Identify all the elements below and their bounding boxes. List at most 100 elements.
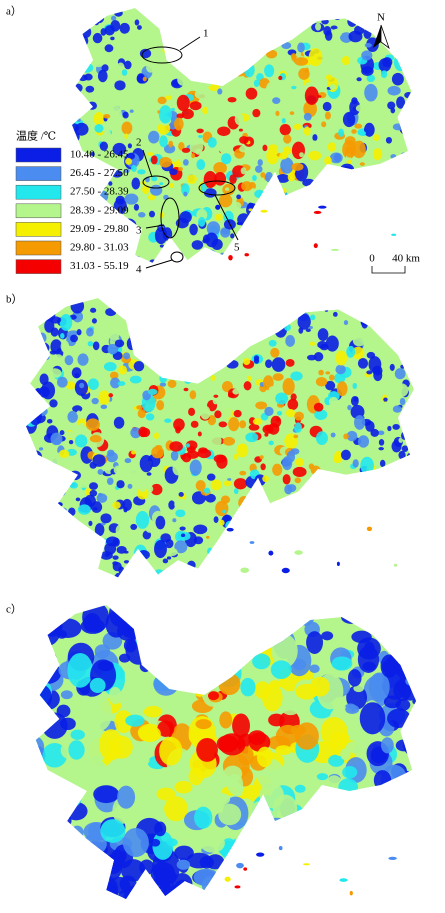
terrain-patch	[26, 298, 32, 302]
terrain-patch	[70, 459, 80, 466]
terrain-patch	[123, 573, 133, 578]
terrain-patch	[43, 885, 55, 893]
island	[236, 221, 243, 226]
terrain-patch	[379, 459, 386, 468]
terrain-patch	[325, 371, 331, 375]
terrain-patch	[139, 660, 151, 673]
terrain-patch	[193, 262, 203, 263]
terrain-patch	[30, 458, 40, 471]
terrain-patch	[252, 808, 276, 825]
terrain-patch	[356, 849, 368, 858]
terrain-patch	[164, 796, 188, 822]
terrain-patch	[324, 30, 333, 41]
terrain-patch	[218, 672, 241, 696]
terrain-patch	[259, 455, 264, 460]
terrain-patch	[392, 312, 402, 324]
terrain-patch	[159, 244, 165, 248]
terrain-patch	[408, 536, 414, 551]
terrain-patch	[397, 230, 411, 247]
terrain-patch	[311, 857, 323, 869]
terrain-patch	[366, 314, 377, 322]
terrain-patch	[35, 649, 57, 666]
terrain-patch	[275, 110, 280, 117]
terrain-patch	[245, 432, 259, 443]
terrain-patch	[317, 495, 324, 503]
terrain-patch	[314, 884, 338, 899]
terrain-patch	[308, 197, 314, 201]
terrain-patch	[130, 523, 138, 530]
terrain-patch	[130, 560, 141, 569]
terrain-patch	[396, 866, 411, 883]
terrain-patch	[219, 322, 228, 328]
terrain-patch	[144, 618, 158, 631]
terrain-patch	[321, 488, 336, 503]
legend-label: 28.39 - 29.09	[70, 204, 129, 216]
ellipse-marker	[160, 197, 180, 239]
terrain-patch	[346, 605, 365, 621]
terrain-patch	[307, 184, 319, 195]
terrain-patch	[90, 888, 105, 899]
terrain-patch	[355, 177, 364, 184]
terrain-patch	[239, 145, 248, 153]
terrain-patch	[193, 536, 204, 545]
terrain-patch	[400, 625, 417, 662]
terrain-patch	[30, 353, 38, 360]
terrain-patch	[393, 635, 417, 656]
terrain-patch	[191, 153, 196, 159]
terrain-patch	[38, 809, 66, 826]
terrain-patch	[60, 518, 67, 526]
terrain-patch	[330, 605, 343, 616]
terrain-patch	[50, 432, 63, 446]
terrain-patch	[231, 538, 246, 557]
terrain-patch	[397, 845, 417, 867]
terrain-patch	[380, 484, 392, 496]
terrain-patch	[67, 652, 93, 688]
terrain-patch	[331, 254, 337, 258]
terrain-patch	[127, 152, 136, 160]
terrain-patch	[287, 398, 299, 411]
terrain-patch	[303, 516, 310, 525]
terrain-patch	[360, 456, 374, 475]
terrain-patch	[200, 183, 207, 192]
terrain-patch	[165, 547, 178, 557]
terrain-patch	[177, 300, 187, 312]
terrain-patch	[139, 455, 153, 473]
terrain-patch	[387, 425, 392, 432]
terrain-patch	[390, 474, 398, 481]
terrain-patch	[226, 359, 239, 369]
terrain-patch	[32, 302, 45, 320]
terrain-patch	[252, 888, 264, 897]
terrain-patch	[254, 165, 263, 173]
terrain-patch	[233, 488, 239, 495]
scale-label: 40 km	[392, 253, 420, 265]
terrain-patch	[233, 201, 242, 210]
terrain-patch	[249, 880, 261, 890]
terrain-patch	[110, 20, 121, 32]
terrain-patch	[29, 542, 38, 550]
terrain-patch	[292, 466, 307, 478]
terrain-patch	[329, 301, 336, 307]
terrain-patch	[207, 20, 221, 38]
terrain-patch	[214, 410, 222, 419]
terrain-patch	[26, 439, 30, 445]
map	[26, 298, 414, 578]
terrain-patch	[229, 174, 237, 185]
terrain-patch	[368, 356, 382, 373]
terrain-patch	[355, 104, 369, 113]
terrain-patch	[92, 32, 103, 44]
terrain-patch	[35, 640, 40, 667]
terrain-patch	[356, 183, 362, 190]
terrain-patch	[85, 85, 95, 93]
terrain-patch	[227, 96, 237, 103]
terrain-patch	[194, 58, 204, 69]
terrain-patch	[345, 704, 360, 715]
terrain-patch	[207, 349, 221, 358]
terrain-patch	[26, 329, 28, 335]
maps	[26, 8, 417, 899]
terrain-patch	[219, 314, 225, 320]
scale-bar: 0 40 km	[369, 253, 420, 274]
terrain-patch	[376, 223, 383, 229]
terrain-patch	[328, 481, 343, 499]
terrain-patch	[303, 126, 311, 136]
terrain-patch	[249, 469, 260, 480]
